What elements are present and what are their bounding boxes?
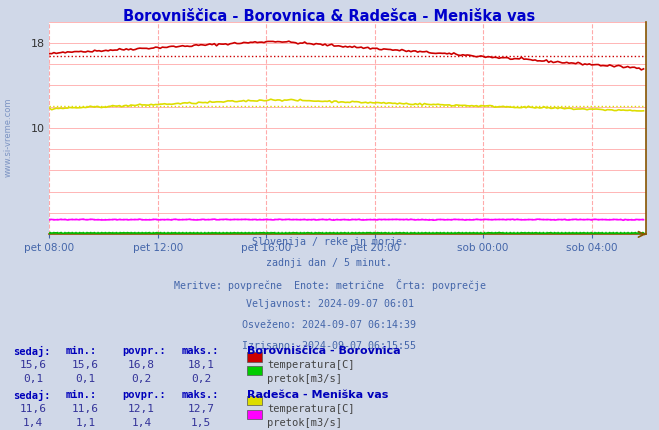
Text: maks.:: maks.: [181,390,219,400]
Text: 0,1: 0,1 [76,374,96,384]
Text: Slovenija / reke in morje.: Slovenija / reke in morje. [252,237,407,247]
Text: povpr.:: povpr.: [122,346,165,356]
Text: sedaj:: sedaj: [13,390,51,402]
Text: 12,7: 12,7 [188,404,214,414]
Text: Meritve: povprečne  Enote: metrične  Črta: povprečje: Meritve: povprečne Enote: metrične Črta:… [173,279,486,291]
Text: 1,1: 1,1 [76,418,96,428]
Text: Izrisano: 2024-09-07 06:15:55: Izrisano: 2024-09-07 06:15:55 [243,341,416,350]
Text: pretok[m3/s]: pretok[m3/s] [267,374,342,384]
Text: 11,6: 11,6 [72,404,99,414]
Text: 0,1: 0,1 [23,374,43,384]
Text: povpr.:: povpr.: [122,390,165,400]
Text: 0,2: 0,2 [191,374,211,384]
Text: 18,1: 18,1 [188,360,214,370]
Text: pretok[m3/s]: pretok[m3/s] [267,418,342,428]
Text: 1,4: 1,4 [132,418,152,428]
Text: Borovniščica - Borovnica & Radešca - Meniška vas: Borovniščica - Borovnica & Radešca - Men… [123,9,536,25]
Text: 1,5: 1,5 [191,418,211,428]
Text: Osveženo: 2024-09-07 06:14:39: Osveženo: 2024-09-07 06:14:39 [243,320,416,330]
Text: temperatura[C]: temperatura[C] [267,404,355,414]
Text: 12,1: 12,1 [129,404,155,414]
Text: min.:: min.: [66,390,97,400]
Text: 11,6: 11,6 [20,404,46,414]
Text: 15,6: 15,6 [20,360,46,370]
Text: 0,2: 0,2 [132,374,152,384]
Text: zadnji dan / 5 minut.: zadnji dan / 5 minut. [266,258,393,268]
Text: www.si-vreme.com: www.si-vreme.com [4,98,13,177]
Text: 16,8: 16,8 [129,360,155,370]
Text: Radešca - Meniška vas: Radešca - Meniška vas [247,390,389,400]
Text: 1,4: 1,4 [23,418,43,428]
Text: 15,6: 15,6 [72,360,99,370]
Text: Veljavnost: 2024-09-07 06:01: Veljavnost: 2024-09-07 06:01 [246,299,413,309]
Text: maks.:: maks.: [181,346,219,356]
Text: sedaj:: sedaj: [13,346,51,357]
Text: min.:: min.: [66,346,97,356]
Text: temperatura[C]: temperatura[C] [267,360,355,370]
Text: Borovniščica - Borovnica: Borovniščica - Borovnica [247,346,401,356]
